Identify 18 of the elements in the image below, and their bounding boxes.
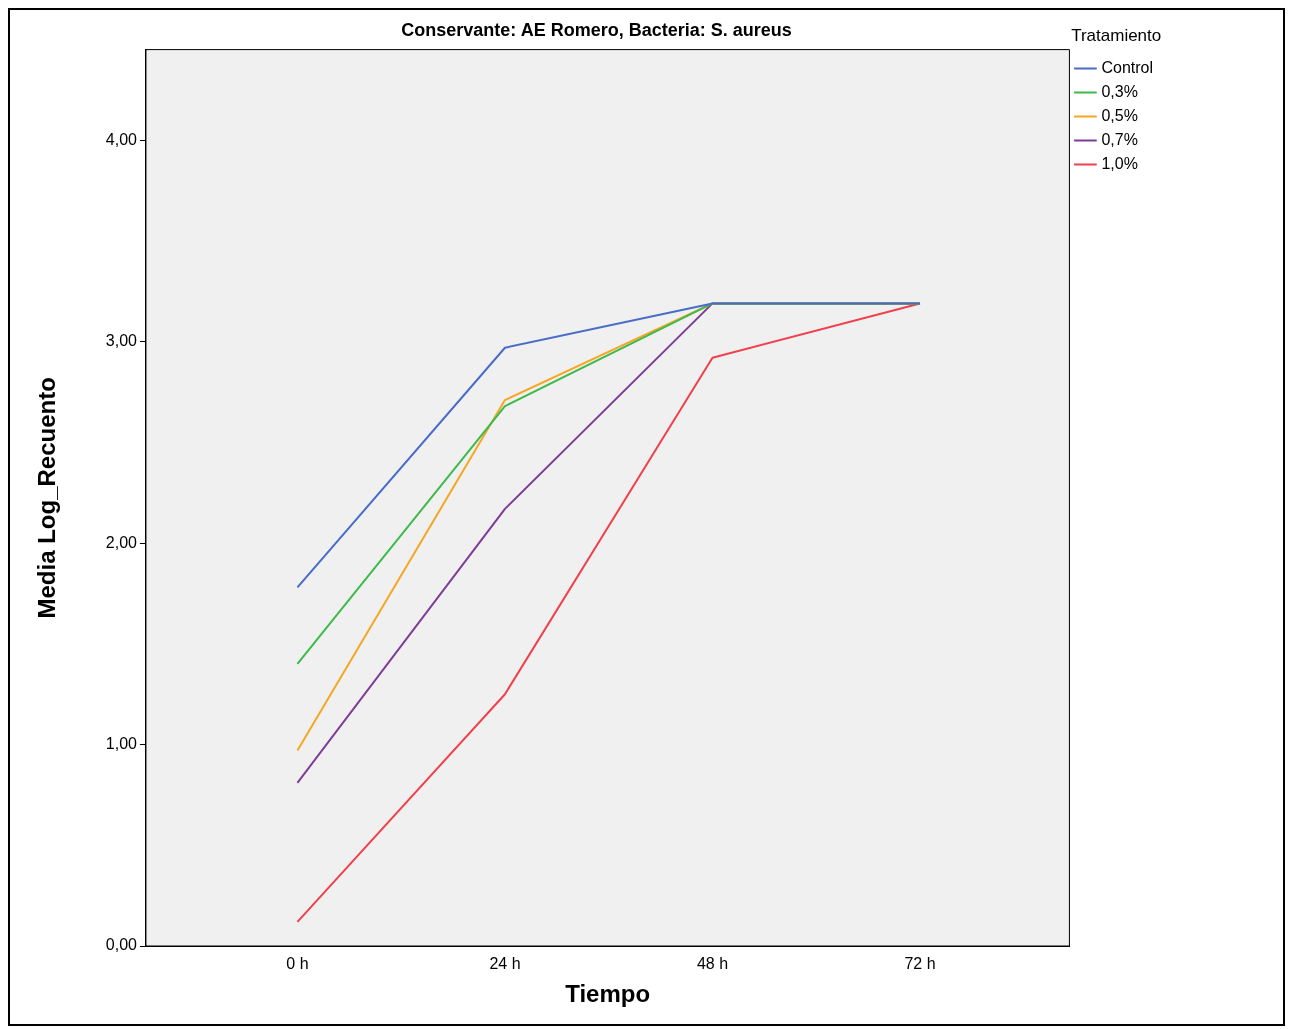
y-tick-label: 1,00 (105, 734, 138, 752)
x-tick-label: 0 h (286, 955, 309, 973)
chart-title: Conservante: AE Romero, Bacteria: S. aureus (401, 19, 792, 40)
x-tick-label: 72 h (904, 955, 936, 973)
x-axis-title: Tiempo (565, 980, 651, 1008)
x-tick-label: 24 h (489, 955, 521, 973)
y-axis-title: Media Log_Recuento (33, 377, 61, 619)
legend-label: 0,7% (1101, 130, 1138, 148)
legend-label: 1,0% (1101, 154, 1138, 172)
y-tick-label: 3,00 (105, 332, 138, 350)
legend-label: Control (1101, 58, 1153, 76)
legend-title: Tratamiento (1071, 26, 1162, 46)
x-tick-label: 48 h (696, 955, 729, 973)
y-tick-label: 0,00 (105, 936, 138, 954)
legend-label: 0,3% (1101, 82, 1138, 100)
y-tick-label: 2,00 (105, 533, 138, 551)
legend-label: 0,5% (1101, 106, 1138, 124)
y-tick-label: 4,00 (105, 130, 138, 148)
